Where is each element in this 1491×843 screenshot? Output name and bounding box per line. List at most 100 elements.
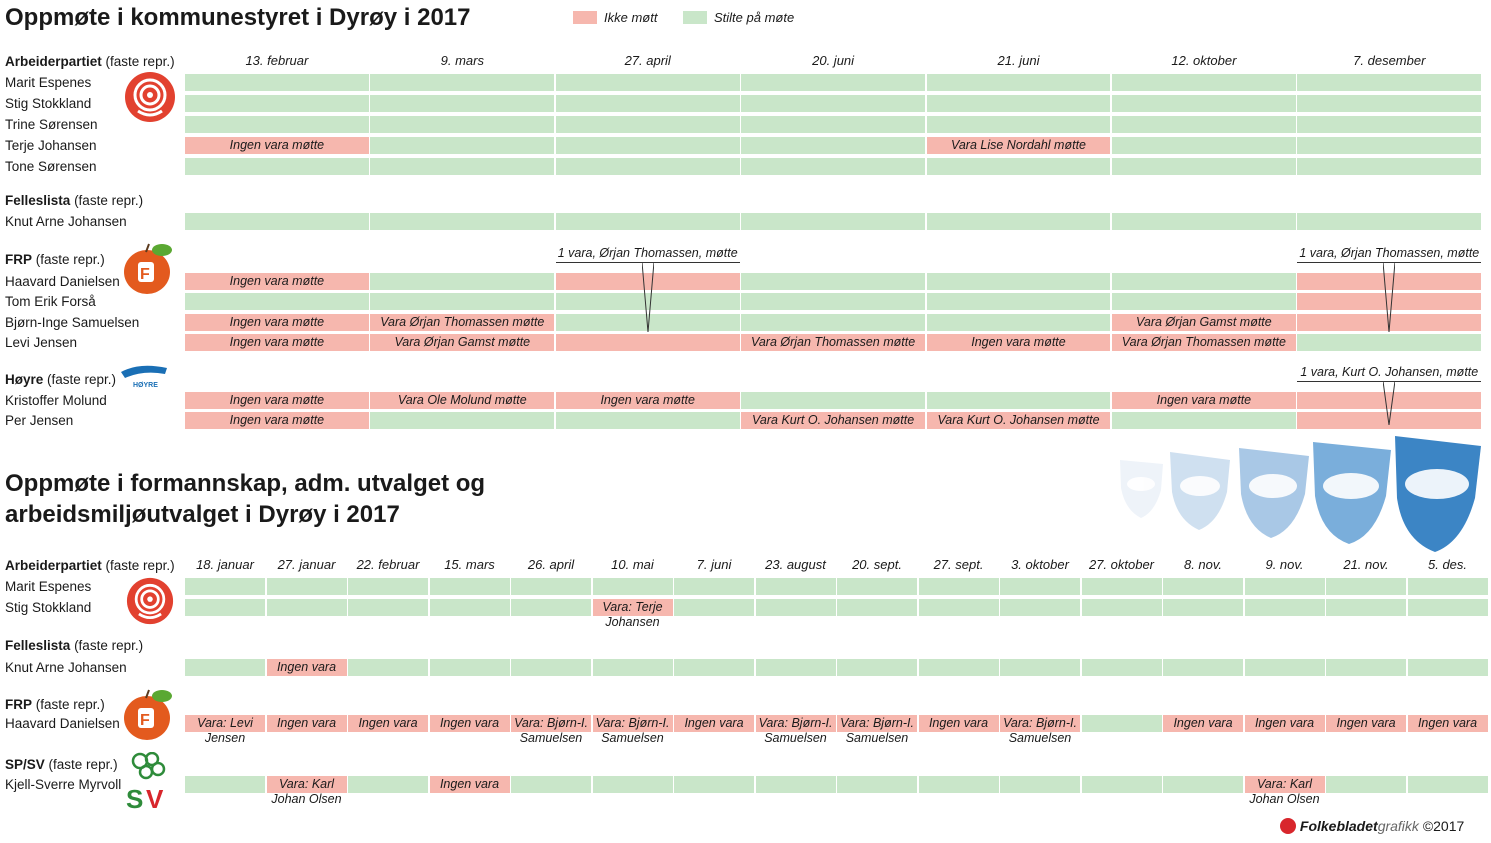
attended-cell: [370, 158, 555, 175]
attended-cell: [1000, 776, 1080, 793]
attended-cell: [370, 95, 555, 112]
svg-text:HØYRE: HØYRE: [133, 382, 158, 389]
attended-cell: [1081, 578, 1162, 595]
attended-cell: [370, 412, 555, 429]
member-name: Tom Erik Forså: [5, 294, 96, 309]
cell-note: Ingen vara: [1336, 716, 1396, 730]
attended-cell: [741, 137, 925, 154]
attended-cell: [1326, 599, 1406, 616]
absent-cell: [266, 715, 347, 732]
attended-cell: [1297, 158, 1482, 175]
attended-cell: [1326, 659, 1406, 676]
cell-note: Vara Kurt O. Johansen møtte: [937, 413, 1100, 427]
attended-cell: [370, 116, 555, 133]
attended-cell: [741, 213, 925, 230]
attended-cell: [348, 578, 428, 595]
column-header: 8. nov.: [1183, 557, 1223, 572]
column-header: 12. oktober: [1171, 53, 1237, 68]
attended-cell: [555, 116, 740, 133]
cell-note: Ingen vara møtte: [229, 138, 325, 152]
attended-cell: [918, 776, 999, 793]
cell-note: Ingen vara møtte: [229, 413, 325, 427]
attended-cell: [837, 578, 917, 595]
absent-cell: [266, 776, 347, 793]
legend-swatch-absent: [573, 11, 597, 24]
attended-cell: [1112, 95, 1296, 112]
attended-cell: [511, 578, 591, 595]
absent-cell: [370, 334, 555, 351]
footer-brand: Folkebladet: [1299, 818, 1378, 834]
frp-apple-icon: F: [124, 689, 172, 740]
attended-cell: [348, 599, 428, 616]
column-header: 20. juni: [812, 53, 855, 68]
cell-note: Ingen vara møtte: [1156, 393, 1252, 407]
party-suffix: (faste repr.): [48, 757, 118, 772]
member-name: Knut Arne Johansen: [5, 214, 127, 229]
callout-pointer: [1383, 381, 1396, 425]
attended-cell: [926, 273, 1111, 290]
sp-sv-logo-icon: S V: [126, 752, 166, 812]
absent-cell: [1297, 273, 1482, 290]
attended-cell: [1163, 599, 1243, 616]
callout-pointer: [1383, 262, 1396, 332]
attended-cell: [1297, 116, 1482, 133]
cell-note: Vara: Karl Johan Olsen: [271, 777, 342, 806]
attended-cell: [348, 659, 428, 676]
member-name: Marit Espenes: [5, 75, 92, 90]
column-header: 3. oktober: [1011, 557, 1069, 572]
cell-note: Ingen vara: [928, 716, 989, 730]
attended-cell: [185, 158, 369, 175]
attended-cell: [1407, 659, 1488, 676]
cell-note: Ingen vara: [439, 716, 500, 730]
frp-apple-icon: F: [124, 243, 172, 294]
cell-note: Ingen vara møtte: [229, 393, 325, 407]
cell-note: Vara: Bjørn-I. Samuelsen: [1003, 716, 1077, 745]
footer-copyright: ©2017: [1422, 818, 1465, 834]
party-suffix: (faste repr.): [35, 697, 105, 712]
column-header: 7. juni: [696, 557, 732, 572]
footer-brand-suffix: grafikk: [1377, 818, 1419, 834]
attended-cell: [741, 116, 925, 133]
party-label: FRP (faste repr.): [5, 251, 105, 268]
absent-cell: [185, 334, 369, 351]
attended-cell: [926, 95, 1111, 112]
member-name: Per Jensen: [5, 413, 74, 428]
attended-cell: [741, 273, 925, 290]
party-label: Arbeiderpartiet (faste repr.): [5, 557, 175, 574]
party-suffix: (faste repr.): [105, 54, 175, 69]
cell-note: Vara: Bjørn-I. Samuelsen: [840, 716, 914, 745]
attended-cell: [741, 293, 925, 310]
absent-cell: [741, 334, 925, 351]
attended-cell: [185, 213, 369, 230]
column-header: 23. august: [765, 557, 826, 572]
party-suffix: (faste repr.): [105, 558, 175, 573]
absent-cell: [555, 392, 740, 409]
attended-cell: [1297, 137, 1482, 154]
cell-note: Vara: Bjørn-I. Samuelsen: [595, 716, 670, 745]
cell-note: Ingen vara møtte: [229, 315, 325, 329]
attended-cell: [741, 158, 925, 175]
attended-cell: [741, 95, 925, 112]
column-header: 9. mars: [440, 53, 484, 68]
callout-underline: [555, 262, 740, 263]
footer-credit: Folkebladetgrafikk ©2017: [1280, 818, 1464, 834]
column-header: 5. des.: [1427, 557, 1468, 572]
callout-text: 1 vara, Ørjan Thomassen, møtte: [1299, 246, 1480, 260]
attended-cell: [1163, 659, 1243, 676]
cell-note: Ingen vara: [684, 716, 744, 730]
dyroy-coat-of-arms-icon: [1120, 436, 1481, 552]
absent-cell: [1112, 392, 1296, 409]
cell-note: Vara Ørjan Gamst møtte: [1136, 315, 1272, 329]
attended-cell: [741, 314, 925, 331]
absent-cell: [918, 715, 999, 732]
party-suffix: (faste repr.): [74, 193, 144, 208]
absent-cell: [185, 412, 369, 429]
cell-note: Vara Ørjan Gamst møtte: [394, 335, 531, 349]
attended-cell: [1112, 74, 1296, 91]
attended-cell: [185, 578, 265, 595]
attended-cell: [511, 776, 591, 793]
absent-cell: [348, 715, 428, 732]
attended-cell: [592, 776, 673, 793]
column-header: 26. april: [527, 557, 575, 572]
absent-cell: [755, 715, 836, 732]
